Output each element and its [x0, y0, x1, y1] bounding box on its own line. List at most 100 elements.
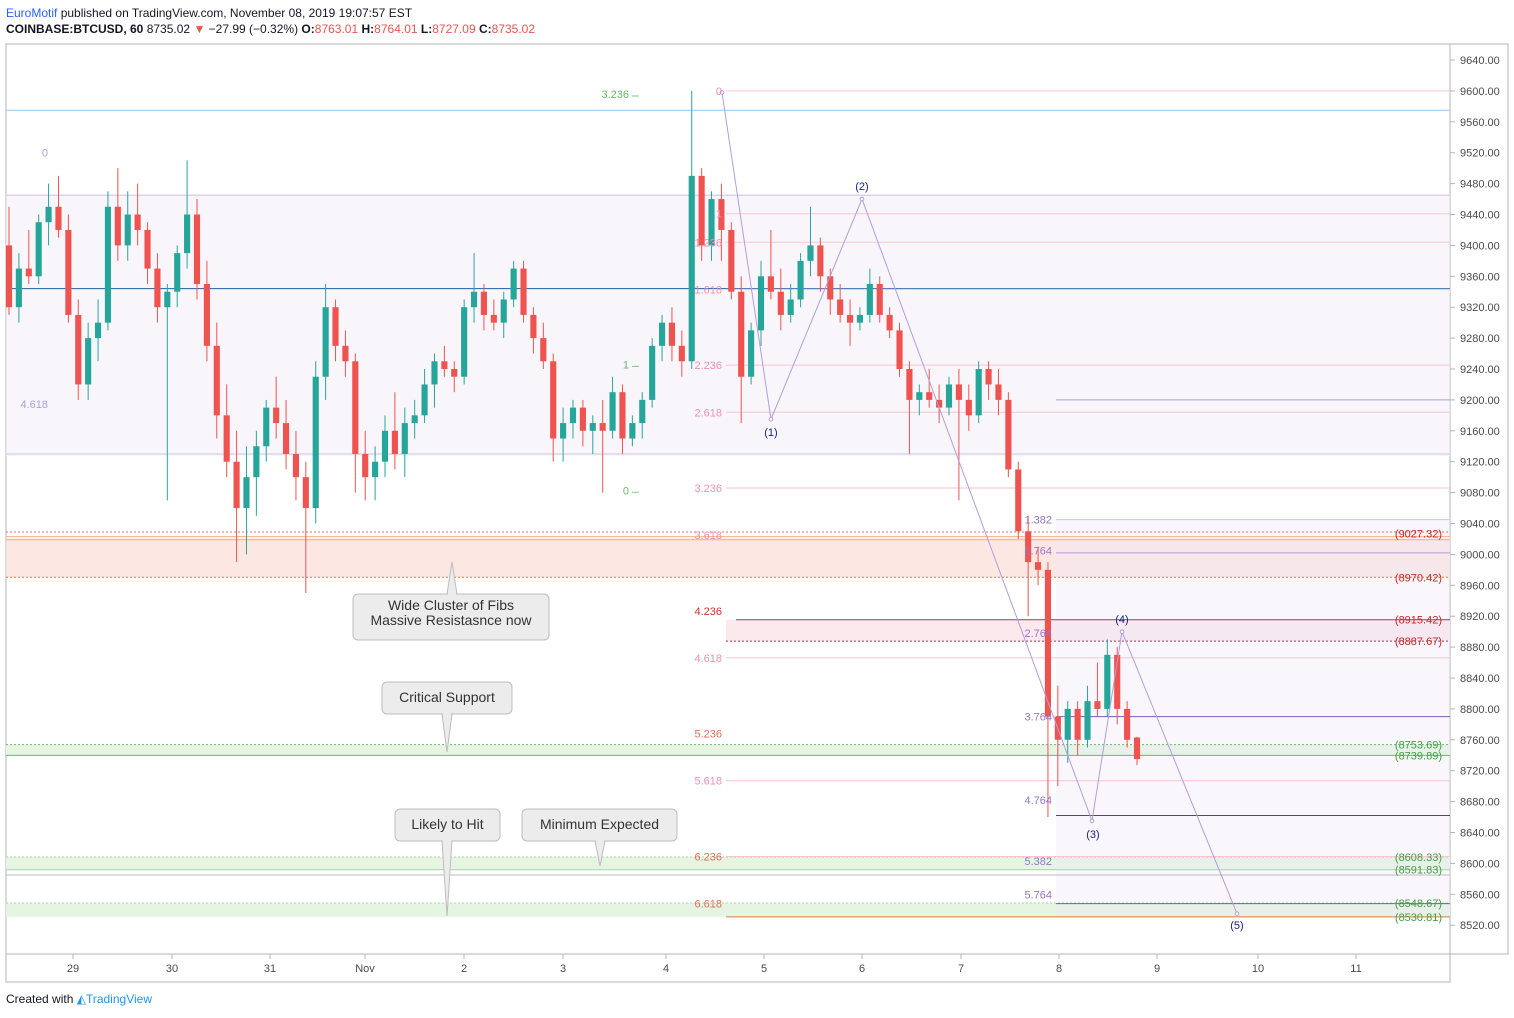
- y-tick-label: 8560.00: [1460, 889, 1500, 901]
- y-axis-ticks: 9640.00 9600.00 9560.00 9520.00 9480.00 9440.…: [1450, 55, 1500, 932]
- candle: [1005, 392, 1012, 478]
- candle-body: [124, 214, 131, 246]
- candle: [807, 206, 814, 277]
- wave-label: (1): [764, 427, 777, 439]
- x-tick-label: 3: [560, 963, 566, 975]
- y-tick-label: 8800.00: [1460, 704, 1500, 716]
- candle-body: [629, 423, 636, 439]
- candle: [995, 369, 1002, 416]
- fib-extension-label: 6.618: [694, 899, 722, 911]
- down-arrow-icon: ▼: [193, 22, 206, 36]
- callout: Minimum Expected: [521, 808, 678, 867]
- candle-body: [302, 477, 309, 509]
- candle: [451, 361, 458, 393]
- candle: [203, 260, 210, 362]
- candle: [65, 214, 72, 323]
- y-tick-label: 8520.00: [1460, 920, 1500, 932]
- candle: [35, 214, 42, 285]
- candle: [273, 376, 280, 439]
- candle-body: [1104, 654, 1111, 709]
- candle: [965, 384, 972, 431]
- wave-point: [768, 416, 774, 422]
- candle-body: [748, 330, 755, 377]
- candle-body: [490, 314, 497, 323]
- candle-body: [451, 369, 458, 377]
- candle: [94, 299, 102, 362]
- candle: [550, 353, 557, 462]
- y-tick-label: 9640.00: [1460, 55, 1500, 67]
- price-tag: (8970.42): [1395, 572, 1442, 584]
- candle: [342, 330, 349, 377]
- candle-body: [589, 423, 596, 431]
- candle: [144, 222, 151, 285]
- wave-point: [1234, 911, 1240, 916]
- price-chart[interactable]: (1) (2) (3) (4) (5) 0 1 1.236 1.618 2.236 2.618 3.…: [0, 0, 1514, 990]
- footer: Created with ◭TradingView: [6, 992, 152, 1006]
- candle: [431, 353, 438, 408]
- wave-point: [719, 90, 725, 95]
- candle: [569, 399, 577, 439]
- publish-info: EuroMotif published on TradingView.com, …: [6, 6, 412, 20]
- callout-text: Critical Support: [399, 689, 495, 705]
- candle: [490, 299, 497, 331]
- x-tick-label: 11: [1350, 963, 1361, 975]
- author-link[interactable]: EuroMotif: [6, 6, 58, 20]
- price-tag: (8915.42): [1395, 615, 1442, 627]
- candle-body: [609, 392, 616, 431]
- y-tick-label: 8880.00: [1460, 642, 1500, 654]
- candle: [174, 245, 181, 308]
- fib-extension-label: 2.236: [694, 360, 722, 372]
- candle-body: [164, 291, 171, 308]
- fib-extension-label: 1: [716, 209, 722, 221]
- fib-level-label: 3.764: [1024, 712, 1052, 724]
- high-label: H:: [361, 22, 375, 36]
- price-axis[interactable]: [1449, 43, 1509, 955]
- candle-body: [965, 399, 972, 416]
- time-axis[interactable]: [5, 953, 1451, 983]
- fib-green-label: 1: [623, 359, 629, 371]
- candle-body: [955, 384, 962, 400]
- candle-body: [362, 453, 369, 478]
- y-tick-label: 9040.00: [1460, 519, 1500, 531]
- fib-zone-shade: [6, 194, 1450, 456]
- fib-level-label: 5.382: [1024, 856, 1052, 868]
- x-tick-label: 10: [1252, 963, 1264, 975]
- fib-level-label: 5.764: [1024, 889, 1052, 901]
- candle: [560, 407, 567, 462]
- wave-point: [1089, 818, 1095, 824]
- x-tick-label: 4: [663, 963, 669, 975]
- candle-body: [391, 430, 398, 454]
- candle-body: [688, 175, 695, 362]
- candle: [193, 199, 201, 300]
- price-tag: (8548.67): [1395, 898, 1442, 910]
- candle: [936, 384, 943, 424]
- tradingview-brand[interactable]: TradingView: [85, 992, 152, 1006]
- y-tick-label: 9440.00: [1460, 210, 1500, 222]
- candle: [856, 307, 864, 331]
- candle-body: [421, 384, 428, 416]
- elliott-wave-path: [721, 92, 1238, 914]
- candle-body: [886, 314, 893, 331]
- candle: [926, 369, 933, 408]
- last-price: 8735.02: [146, 22, 191, 36]
- candle: [1104, 639, 1111, 717]
- candle-body: [1094, 701, 1101, 709]
- candle-body: [372, 461, 379, 478]
- candle: [945, 376, 953, 416]
- candle-body: [560, 423, 567, 439]
- candle: [362, 430, 369, 501]
- close-value: 8735.02: [491, 22, 536, 36]
- candle-body: [718, 199, 725, 230]
- candle-body: [203, 284, 210, 346]
- candle: [777, 268, 784, 331]
- fib-extension-label: 4.236: [694, 606, 722, 618]
- y-tick-label: 9600.00: [1460, 86, 1500, 98]
- candle-body: [787, 299, 794, 315]
- wave-point: [1119, 629, 1125, 634]
- tradingview-logo-icon[interactable]: ◭: [76, 992, 86, 1006]
- candle-body: [797, 260, 804, 300]
- candle: [837, 284, 844, 323]
- candle: [520, 260, 527, 323]
- candle: [896, 322, 903, 377]
- wave-label: (4): [1115, 614, 1128, 626]
